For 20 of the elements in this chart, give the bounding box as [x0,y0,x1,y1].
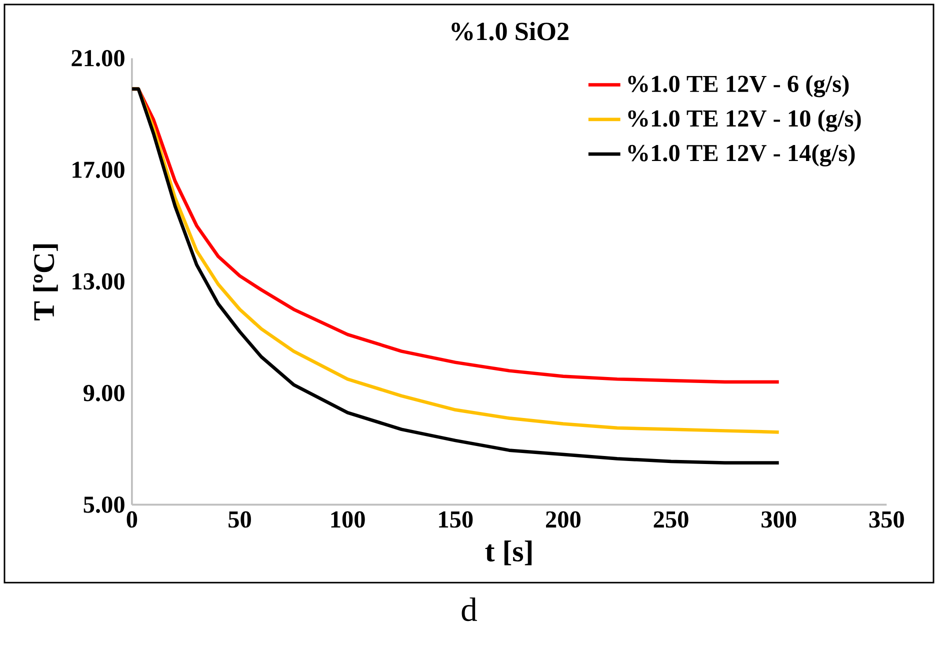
x-tick-label: 250 [654,511,688,528]
x-tick-label: 150 [439,511,473,528]
y-axis-title: T [ºC] [33,244,58,320]
x-tick-label: 0 [126,511,138,528]
legend-label: %1.0 TE 12V - 14(g/s) [628,144,855,166]
legend-label: %1.0 TE 12V - 6 (g/s) [628,74,849,98]
y-tick-label: 13.00 [72,273,124,290]
y-tick-label: 17.00 [72,161,124,178]
x-tick-label: 50 [228,511,251,528]
x-tick-label: 300 [762,511,796,528]
y-tick-label: 9.00 [84,384,124,402]
x-tick-label: 200 [546,511,580,528]
chart-title: %1.0 SiO2 [452,22,568,40]
x-axis-title: t [s] [485,540,532,566]
x-tick-label: 350 [869,511,904,528]
text: d [462,597,477,621]
x-tick-label: 100 [331,511,365,528]
legend-label: %1.0 TE 12V - 10 (g/s) [628,109,861,132]
y-tick-label: 21.00 [72,50,124,66]
y-tick-label: 5.00 [84,496,124,513]
